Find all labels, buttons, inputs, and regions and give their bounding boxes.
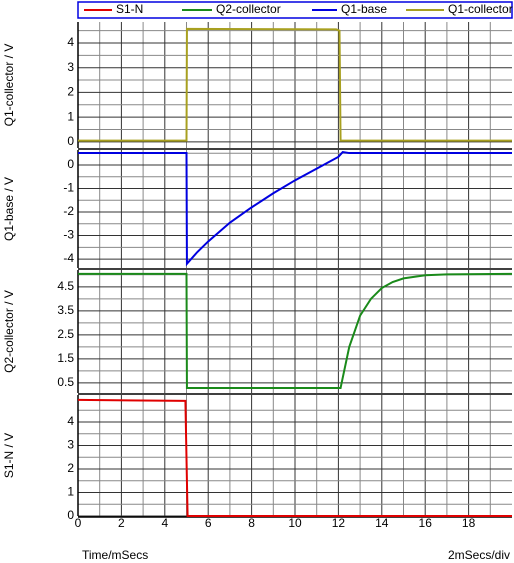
x-axis-label: Time/mSecs (82, 548, 148, 562)
y-tick-label: 1.5 (57, 351, 74, 365)
line (78, 27, 512, 142)
y-tick-label: 0 (67, 157, 74, 171)
x-tick-label: 6 (205, 516, 212, 530)
x-tick-label: 18 (462, 516, 476, 530)
y-tick-label: 1 (67, 109, 74, 123)
y-tick-label: 2 (67, 85, 74, 99)
legend-label: Q2-collector (216, 2, 281, 16)
y-tick-label: -4 (63, 251, 74, 265)
x-tick-label: 12 (332, 516, 346, 530)
x-tick-label: 16 (419, 516, 433, 530)
x-tick-label: 10 (288, 516, 302, 530)
y-tick-label: 3 (67, 438, 74, 452)
x-tick-label: 8 (248, 516, 255, 530)
x-tick-label: 2 (118, 516, 125, 530)
y-tick-label: 0 (67, 134, 74, 148)
y-tick-label: 0.5 (57, 375, 74, 389)
y-tick-label: 3.5 (57, 303, 74, 317)
y-axis-label: Q1-collector / V (2, 44, 16, 127)
x-tick-label: 0 (75, 516, 82, 530)
y-tick-label: -3 (63, 228, 74, 242)
y-tick-label: 4.5 (57, 279, 74, 293)
y-tick-label: -1 (63, 181, 74, 195)
line (78, 151, 512, 267)
y-tick-label: 0 (67, 508, 74, 522)
legend-label: Q1-base (341, 2, 387, 16)
x-scale-label: 2mSecs/div (448, 548, 510, 562)
legend-label: Q1-collector (448, 2, 513, 16)
y-tick-label: 1 (67, 485, 74, 499)
y-axis-label: Q1-base / V (2, 177, 16, 241)
y-tick-label: 4 (67, 414, 74, 428)
x-tick-label: 14 (375, 516, 389, 530)
y-axis-label: Q2-collector / V (2, 290, 16, 373)
y-tick-label: 3 (67, 60, 74, 74)
y-tick-label: 2.5 (57, 327, 74, 341)
x-tick-label: 4 (161, 516, 168, 530)
line (77, 398, 512, 517)
y-tick-label: 4 (67, 35, 74, 49)
legend-box (77, 1, 513, 19)
y-axis-label: S1-N / V (2, 433, 16, 478)
y-tick-label: 2 (67, 461, 74, 475)
legend-label: S1-N (116, 2, 143, 16)
y-tick-label: -2 (63, 204, 74, 218)
line (78, 272, 513, 389)
